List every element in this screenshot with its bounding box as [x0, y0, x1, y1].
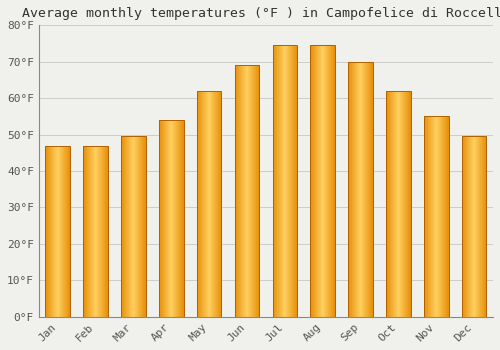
Bar: [386, 91, 410, 317]
Bar: [234, 65, 260, 317]
Bar: [84, 146, 108, 317]
Bar: [310, 45, 335, 317]
Bar: [462, 136, 486, 317]
Bar: [272, 45, 297, 317]
Bar: [197, 91, 222, 317]
Bar: [159, 120, 184, 317]
Bar: [121, 136, 146, 317]
Bar: [46, 146, 70, 317]
Bar: [424, 117, 448, 317]
Title: Average monthly temperatures (°F ) in Campofelice di Roccella: Average monthly temperatures (°F ) in Ca…: [22, 7, 500, 20]
Bar: [348, 62, 373, 317]
